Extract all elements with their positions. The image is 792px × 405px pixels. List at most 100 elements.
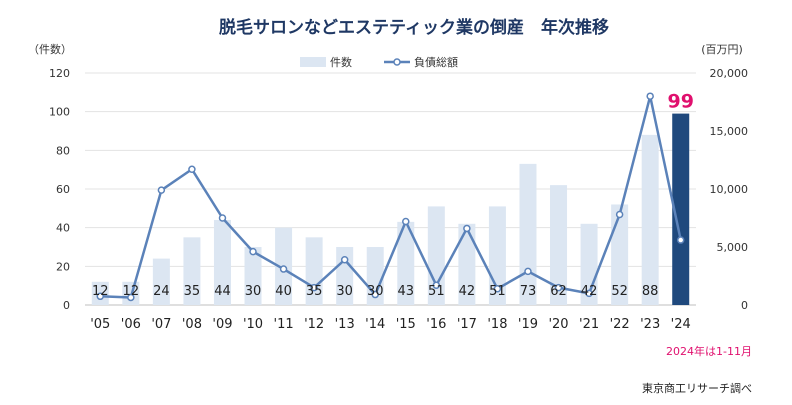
bar [183, 237, 201, 305]
x-tick-label: '17 [457, 317, 477, 332]
debt-point [463, 224, 471, 233]
bar [427, 206, 445, 305]
x-tick-label: '09 [212, 317, 232, 332]
debt-point [554, 283, 563, 292]
bar-value-label: 12 [123, 284, 140, 299]
bar [611, 204, 629, 305]
debt-line [100, 94, 682, 299]
bar [519, 163, 537, 305]
x-tick-label: '14 [365, 317, 385, 332]
debt-point [157, 186, 166, 194]
period-note: 2024年は1-11月 [666, 344, 752, 358]
x-tick-label: '05 [90, 317, 110, 332]
debt-point [96, 292, 105, 301]
bar-value-label: 30 [245, 284, 262, 299]
bar-value-label: 24 [153, 284, 170, 299]
bar-value-label: 51 [489, 284, 506, 299]
bar-value-label: 35 [306, 284, 323, 299]
bar [336, 247, 354, 305]
debt-point [432, 281, 441, 290]
debt-point [615, 210, 624, 219]
bar [305, 237, 323, 305]
debt-point [249, 247, 257, 256]
left-tick-label: 100 [49, 106, 70, 119]
x-tick-label: '07 [151, 317, 171, 332]
right-axis-unit: (百万円) [701, 43, 743, 56]
bar [152, 258, 170, 305]
debt-point [524, 267, 532, 276]
right-tick-label: 10,000 [710, 183, 749, 196]
left-tick-label: 80 [56, 144, 70, 157]
legend-bar-label: 件数 [330, 56, 352, 69]
x-tick-label: '11 [274, 317, 294, 332]
bar-value-label: 30 [367, 284, 384, 299]
x-tick-label: '15 [396, 317, 416, 332]
debt-point [188, 165, 196, 174]
left-axis-ticks: 0 20 40 60 80 100 120 [49, 67, 70, 312]
chart-title: 脱毛サロンなどエステティック業の倒産 年次推移 [219, 17, 609, 38]
gridlines [85, 72, 696, 306]
x-tick-label: '16 [426, 317, 446, 332]
bar [641, 134, 659, 305]
x-axis-ticks: '05 '06 '07 '08 '09 '10 '11 '12 '13 '14 '15 '16 '17 '… [90, 317, 691, 332]
debt-point [340, 256, 349, 264]
debt-point [493, 285, 502, 293]
x-tick-label: '22 [610, 317, 630, 332]
left-tick-label: 0 [63, 299, 70, 312]
x-tick-label: '24 [671, 317, 691, 332]
left-axis-unit: （件数） [28, 43, 72, 56]
bar [550, 185, 568, 305]
debt-point [585, 289, 593, 298]
legend: 件数 負債総額 [300, 55, 458, 69]
bar-series [91, 113, 690, 305]
right-axis-ticks: 0 5,000 10,000 15,000 20,000 [710, 67, 749, 312]
bar-value-label: 43 [398, 284, 415, 299]
legend-bar-swatch [300, 57, 326, 67]
bar-value-label: 52 [611, 284, 628, 299]
bar [244, 247, 262, 305]
bar-value-labels: 12 12 24 35 44 30 40 35 30 30 43 51 42 51 73 62 42 52 88 99 [92, 91, 694, 299]
debt-point [218, 214, 227, 222]
bar-highlight [672, 113, 690, 305]
debt-point [646, 92, 654, 100]
x-tick-label: '13 [335, 317, 355, 332]
x-tick-label: '21 [579, 317, 599, 332]
highlight-value-label: 99 [667, 91, 693, 113]
x-tick-label: '08 [182, 317, 202, 332]
bar-value-label: 30 [336, 284, 353, 299]
x-tick-label: '06 [121, 317, 141, 332]
line-series [96, 92, 685, 302]
right-tick-label: 0 [741, 299, 748, 312]
x-tick-label: '12 [304, 317, 324, 332]
x-tick-label: '19 [518, 317, 538, 332]
left-tick-label: 40 [56, 222, 70, 235]
bar-value-label: 42 [581, 284, 598, 299]
legend-line-label: 負債総額 [414, 55, 458, 69]
legend-line-marker [393, 58, 401, 66]
right-tick-label: 20,000 [710, 67, 749, 80]
bar-value-label: 35 [184, 284, 201, 299]
bar [213, 219, 231, 305]
source-note: 東京商工リサーチ調べ [642, 381, 752, 395]
left-tick-label: 60 [56, 183, 70, 196]
left-tick-label: 20 [56, 260, 70, 273]
debt-point [402, 217, 410, 226]
debt-point [310, 283, 318, 292]
right-tick-label: 5,000 [717, 241, 749, 254]
bar-value-label: 73 [520, 284, 537, 299]
bar-value-label: 12 [92, 284, 109, 299]
bar-value-label: 88 [642, 284, 659, 299]
bar [397, 221, 415, 305]
bar [458, 223, 476, 305]
x-tick-label: '10 [243, 317, 263, 332]
left-tick-label: 120 [49, 67, 70, 80]
debt-point [371, 290, 379, 299]
bar-value-label: 44 [214, 284, 231, 299]
debt-point [279, 265, 288, 273]
x-tick-label: '18 [487, 317, 507, 332]
x-tick-label: '23 [640, 317, 660, 332]
x-tick-label: '20 [548, 317, 568, 332]
bar-value-label: 62 [550, 284, 567, 299]
right-tick-label: 15,000 [710, 125, 749, 138]
